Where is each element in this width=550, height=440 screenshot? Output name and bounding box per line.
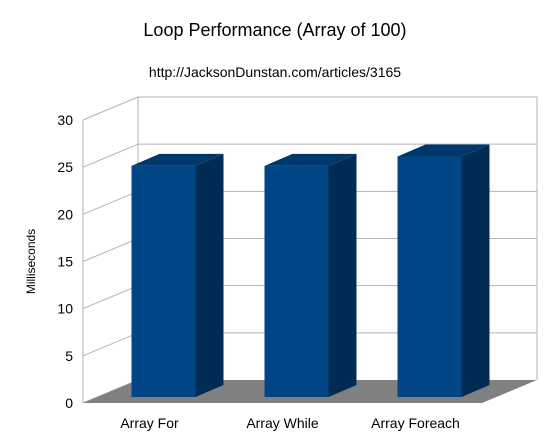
y-tick-label: 30: [57, 112, 73, 128]
y-tick-label: 20: [57, 206, 73, 222]
y-tick-label: 0: [65, 395, 73, 411]
bar-side: [461, 144, 490, 397]
bar-top: [131, 153, 224, 166]
y-axis-title: Milliseconds: [24, 229, 38, 294]
chart-subtitle: http://JacksonDunstan.com/articles/3165: [148, 64, 402, 80]
x-tick-label: Array Foreach: [371, 415, 460, 431]
side-gridline: [82, 285, 139, 310]
y-tick-label: 5: [65, 348, 73, 364]
side-gridline: [82, 238, 139, 262]
x-tick-label: Array While: [246, 415, 319, 431]
y-tick-label: 25: [57, 159, 73, 175]
bar-side: [195, 153, 224, 397]
bar: [264, 165, 329, 397]
side-gridline: [82, 332, 139, 357]
side-gridline: [82, 190, 139, 215]
bar: [131, 165, 196, 397]
bar-top: [397, 144, 490, 157]
bar-side: [328, 153, 357, 397]
bar-top: [264, 153, 357, 166]
y-tick-label: 10: [57, 301, 73, 317]
x-tick-label: Array For: [120, 415, 179, 431]
y-tick-label: 15: [57, 254, 73, 270]
side-gridline: [82, 143, 139, 168]
chart-title: Loop Performance (Array of 100): [143, 20, 407, 40]
side-gridline: [82, 96, 139, 121]
bar: [397, 156, 462, 397]
